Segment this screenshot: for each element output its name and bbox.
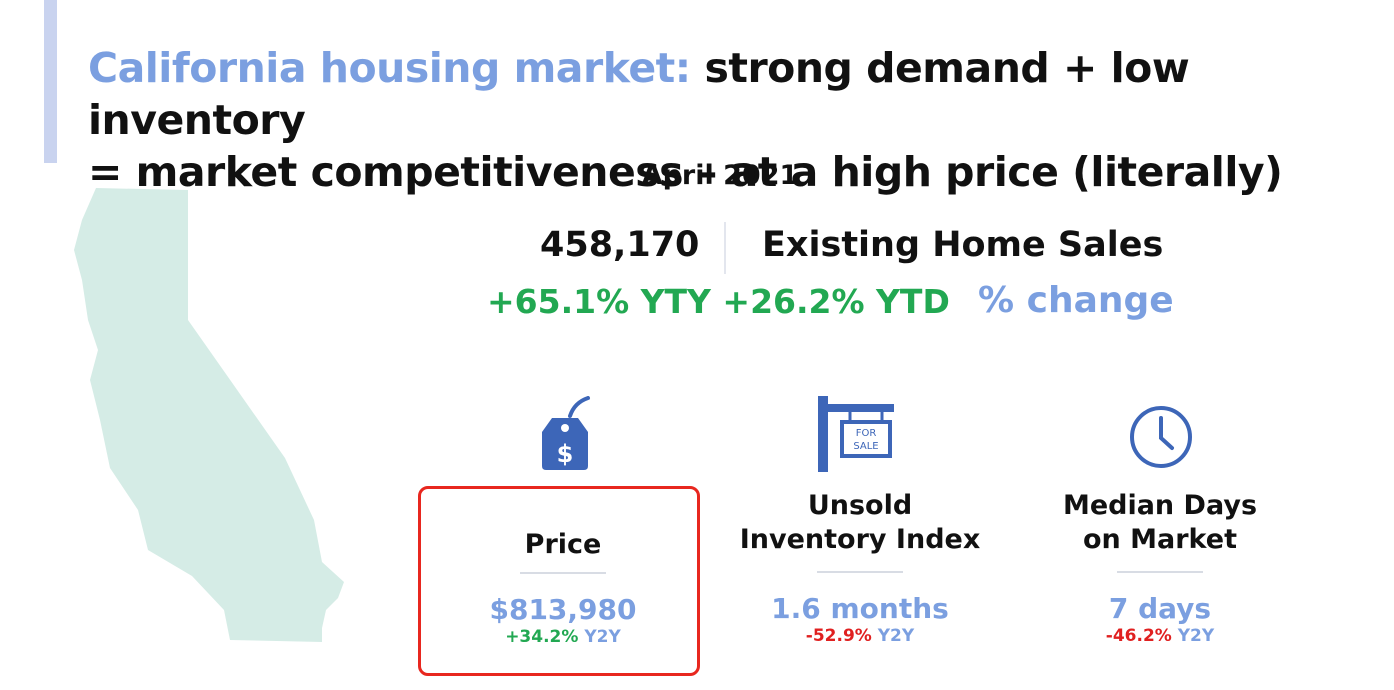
accent-bar: [44, 0, 57, 163]
home-sales-label: Existing Home Sales: [762, 225, 1164, 265]
home-sales-value: 458,170: [540, 225, 700, 265]
title-highlight: California housing market:: [88, 44, 691, 92]
clock-icon: [1130, 406, 1192, 468]
title-line2: = market competitiveness – at a high pri…: [88, 148, 1283, 196]
percent-change-label: % change: [978, 280, 1174, 321]
for-sale-sign-icon: FOR SALE: [818, 396, 894, 472]
metric-title-2: on Market: [1082, 524, 1238, 555]
metric-title: Unsold: [807, 490, 913, 521]
metric-card-price: Price $813,980 +34.2% Y2Y: [430, 528, 696, 648]
report-date: April 2021: [641, 160, 799, 191]
for-sale-text-2: SALE: [853, 441, 878, 452]
metric-value: 1.6 months: [771, 592, 949, 625]
metric-change: -52.9%: [805, 626, 872, 646]
metric-card-days-on-market: Median Days on Market 7 days -46.2% Y2Y: [1028, 489, 1292, 647]
metric-unit: Y2Y: [584, 627, 621, 647]
divider: [724, 222, 726, 274]
california-map-icon: [74, 188, 344, 642]
for-sale-text-1: FOR: [856, 428, 877, 439]
metric-unit: Y2Y: [877, 626, 915, 646]
metric-value: $813,980: [489, 593, 637, 626]
price-highlight-box: [418, 486, 700, 676]
metric-divider: [520, 572, 606, 574]
home-sales-changes: +65.1% YTY +26.2% YTD: [487, 282, 950, 321]
metric-title-2: Inventory Index: [739, 524, 981, 555]
page-title: California housing market: strong demand…: [88, 42, 1388, 198]
title-line1-rest: strong demand + low inventory: [88, 44, 1190, 144]
metric-divider: [1117, 571, 1203, 573]
metric-title: Median Days: [1062, 490, 1258, 521]
metric-divider: [817, 571, 903, 573]
metric-value: 7 days: [1108, 592, 1212, 625]
metric-unit: Y2Y: [1177, 626, 1215, 646]
metric-title: Price: [524, 529, 602, 560]
svg-text:$: $: [557, 440, 574, 468]
price-tag-icon: $: [542, 396, 590, 470]
metric-change: +34.2%: [505, 627, 579, 647]
metric-card-inventory: Unsold Inventory Index 1.6 months -52.9%…: [718, 489, 1002, 647]
metric-change: -46.2%: [1105, 626, 1172, 646]
